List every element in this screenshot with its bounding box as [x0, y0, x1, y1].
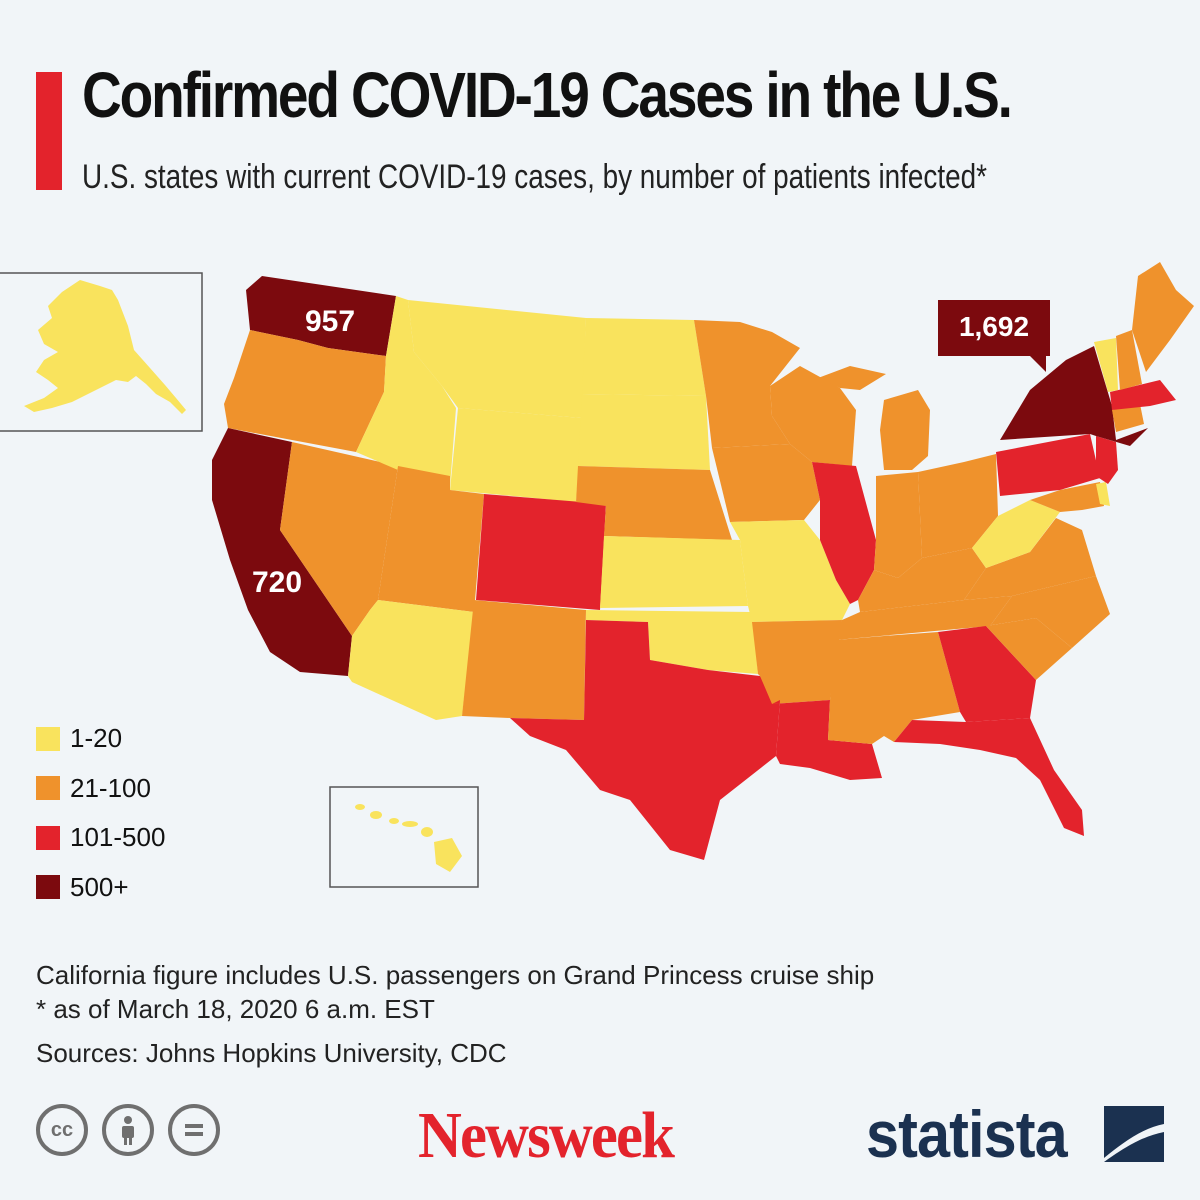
legend-label: 1-20: [70, 723, 123, 754]
state-tennessee: [836, 596, 1012, 640]
cc-icon[interactable]: cc: [36, 1104, 88, 1156]
state-hawaii: [355, 804, 462, 872]
title-accent-bar: [36, 72, 62, 190]
state-oklahoma: [586, 610, 758, 674]
state-texas: [510, 620, 780, 860]
page-title: Confirmed COVID-19 Cases in the U.S.: [82, 59, 1013, 131]
state-north-dakota: [582, 318, 706, 396]
state-indiana: [874, 472, 922, 578]
state-illinois: [812, 462, 876, 604]
state-nebraska: [576, 466, 732, 540]
state-wyoming: [450, 408, 582, 502]
state-arizona: [348, 600, 474, 720]
state-florida: [894, 718, 1084, 836]
legend-swatch-1-20: [36, 726, 60, 751]
state-kansas: [600, 536, 748, 608]
state-louisiana: [772, 700, 882, 780]
state-massachusetts: [1110, 380, 1176, 410]
state-idaho: [356, 296, 456, 486]
new-york-callout: 1,692: [938, 300, 1050, 372]
state-north-carolina: [986, 576, 1110, 648]
state-new-hampshire: [1116, 330, 1142, 390]
attribution-icon[interactable]: [102, 1104, 154, 1156]
alaska-inset-frame: [0, 272, 203, 432]
state-wisconsin: [770, 366, 856, 466]
state-kentucky: [858, 548, 986, 612]
state-new-jersey: [1096, 436, 1118, 484]
legend-label: 500+: [70, 871, 129, 902]
state-connecticut: [1112, 404, 1144, 432]
state-new-mexico: [462, 600, 586, 720]
washington-case-count: 957: [305, 305, 355, 338]
state-missouri: [730, 520, 850, 622]
california-case-count: 720: [252, 566, 302, 599]
legend-swatch-101-500: [36, 825, 60, 850]
state-west-virginia: [972, 500, 1060, 568]
legend-label: 101-500: [70, 822, 166, 853]
state-michigan: [818, 366, 930, 470]
state-arkansas: [752, 620, 842, 704]
state-south-carolina: [986, 618, 1072, 680]
page-subtitle: U.S. states with current COVID-19 cases,…: [82, 158, 987, 196]
state-minnesota: [694, 320, 800, 448]
statista-logo[interactable]: statista: [866, 1097, 1068, 1171]
legend-item: 500+: [36, 863, 165, 913]
legend-label: 21-100: [70, 772, 151, 803]
statista-mark-icon: [1104, 1106, 1164, 1162]
state-montana: [408, 300, 586, 418]
state-alaska: [24, 280, 186, 414]
state-south-dakota: [578, 394, 710, 470]
state-mississippi: [828, 636, 884, 744]
new-york-case-count: 1,692: [959, 311, 1029, 342]
state-iowa: [712, 444, 820, 522]
legend-item: 101-500: [36, 813, 165, 863]
state-maine: [1132, 262, 1194, 372]
state-colorado: [476, 494, 606, 610]
state-vermont: [1094, 338, 1118, 392]
state-utah: [378, 466, 484, 612]
footnotes: California figure includes U.S. passenge…: [36, 958, 874, 1070]
map-legend: 1-20 21-100 101-500 500+: [36, 714, 165, 912]
state-virginia: [964, 518, 1096, 600]
legend-swatch-21-100: [36, 776, 60, 801]
legend-item: 1-20: [36, 714, 165, 764]
no-derivatives-icon[interactable]: [168, 1104, 220, 1156]
state-georgia: [938, 626, 1036, 722]
california-note: California figure includes U.S. passenge…: [36, 960, 875, 990]
state-california: [212, 428, 352, 676]
state-alabama: [884, 632, 960, 742]
state-pennsylvania: [996, 434, 1100, 496]
state-ohio: [918, 454, 998, 558]
state-maryland: [1030, 482, 1104, 512]
state-nevada: [280, 442, 398, 636]
state-oregon: [224, 330, 386, 452]
newsweek-logo[interactable]: Newsweek: [418, 1099, 675, 1172]
us-states-map: 957 720 1,692: [0, 262, 1194, 888]
sources-note: Sources: Johns Hopkins University, CDC: [36, 1038, 507, 1068]
license-icons: cc: [36, 1104, 220, 1156]
legend-item: 21-100: [36, 764, 165, 814]
as-of-date-note: * as of March 18, 2020 6 a.m. EST: [36, 994, 435, 1024]
hawaii-inset-frame: [329, 786, 479, 888]
state-washington: [246, 276, 396, 356]
legend-swatch-500-plus: [36, 875, 60, 900]
state-delaware: [1096, 482, 1110, 506]
state-new-york: [1000, 346, 1148, 446]
